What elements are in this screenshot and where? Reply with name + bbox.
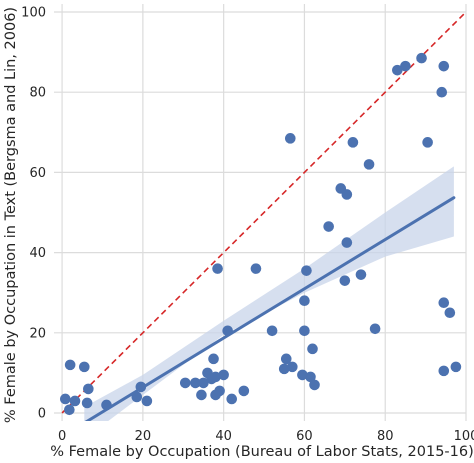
data-point <box>369 323 381 335</box>
x-tick-label: 40 <box>215 429 232 444</box>
data-point <box>83 383 94 395</box>
y-tick-labels: 0 20 40 60 80 100 <box>21 6 46 422</box>
data-point <box>444 307 456 319</box>
data-point <box>307 343 318 355</box>
data-point <box>297 369 308 381</box>
data-point <box>347 137 359 148</box>
data-point <box>78 361 90 373</box>
data-point <box>179 377 191 389</box>
data-point <box>250 263 262 274</box>
x-tick-label: 60 <box>296 429 313 444</box>
data-point <box>450 361 462 373</box>
data-point <box>341 237 353 248</box>
data-point <box>301 265 312 276</box>
x-axis-label: % Female by Occupation (Bureau of Labor … <box>50 444 474 460</box>
points-layer <box>60 52 462 416</box>
data-point <box>339 275 351 286</box>
data-point <box>226 393 238 405</box>
confidence-band <box>84 166 454 421</box>
data-point <box>131 391 143 403</box>
y-tick-label: 40 <box>29 246 46 261</box>
data-point <box>101 399 112 411</box>
y-tick-label: 0 <box>38 406 46 421</box>
data-point <box>196 389 207 401</box>
data-point <box>135 381 147 393</box>
data-point <box>422 137 433 148</box>
confidence-band-layer <box>84 166 454 421</box>
data-point <box>309 379 320 391</box>
data-point <box>60 393 71 405</box>
reference-line-layer <box>61 11 466 414</box>
y-tick-label: 20 <box>29 326 46 341</box>
x-tick-label: 0 <box>58 429 66 444</box>
data-point <box>305 371 316 383</box>
data-point <box>222 325 233 337</box>
data-point <box>436 86 448 98</box>
data-point <box>141 395 153 407</box>
data-point <box>400 60 411 72</box>
y-tick-label: 60 <box>29 166 46 181</box>
x-tick-labels: 0 20 40 60 80 100 <box>58 429 474 444</box>
data-point <box>280 353 292 365</box>
y-tick-label: 100 <box>21 6 46 21</box>
data-point <box>341 189 353 200</box>
data-point <box>208 353 219 365</box>
data-point <box>284 133 296 144</box>
data-point <box>212 263 223 274</box>
data-point <box>238 385 250 397</box>
y-axis-label: % Female by Occupation in Text (Bergsma … <box>3 7 19 423</box>
data-point <box>214 385 225 397</box>
data-point <box>416 52 427 64</box>
data-point <box>323 221 334 232</box>
data-point <box>392 64 403 76</box>
data-point <box>438 60 450 72</box>
data-point <box>355 269 367 280</box>
data-point <box>299 295 310 307</box>
data-point <box>287 361 298 373</box>
x-tick-label: 100 <box>454 429 474 444</box>
y-tick-label: 80 <box>29 86 46 101</box>
data-point <box>64 404 75 416</box>
data-point <box>299 325 310 337</box>
data-point <box>210 371 221 383</box>
data-point <box>198 377 209 389</box>
x-tick-label: 80 <box>377 429 394 444</box>
reference-diagonal-line <box>61 11 466 414</box>
data-point <box>218 369 229 381</box>
data-point <box>81 397 93 409</box>
data-point <box>438 365 450 377</box>
data-point <box>363 159 375 170</box>
data-point <box>438 297 450 309</box>
data-point <box>190 377 201 389</box>
x-tick-label: 20 <box>135 429 152 444</box>
data-point <box>64 359 76 371</box>
data-point <box>266 325 278 337</box>
data-point <box>69 395 81 407</box>
data-point <box>278 363 290 375</box>
